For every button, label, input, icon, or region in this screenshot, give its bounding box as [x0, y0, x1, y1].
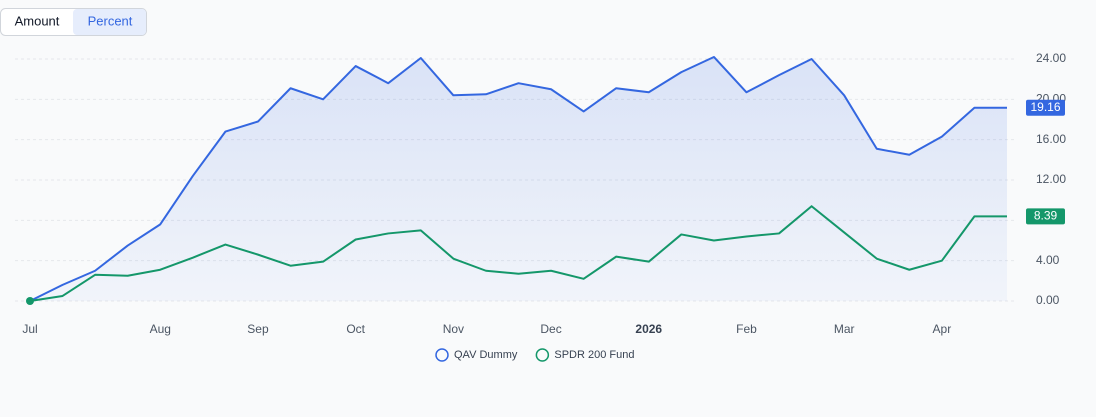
- start-point: [26, 297, 34, 305]
- y-tick-label: 0.00: [1036, 293, 1060, 307]
- legend-label: QAV Dummy: [454, 349, 518, 361]
- x-tick-label: Sep: [247, 322, 269, 336]
- y-tick-label: 4.00: [1036, 253, 1060, 267]
- x-tick-label: Nov: [443, 322, 464, 336]
- legend-label: SPDR 200 Fund: [554, 349, 634, 361]
- x-tick-label: Feb: [736, 322, 757, 336]
- x-tick-label: Aug: [150, 322, 171, 336]
- toggle-amount[interactable]: Amount: [15, 13, 60, 28]
- y-tick-label: 16.00: [1036, 132, 1066, 146]
- last-value-label: 19.16: [1030, 100, 1060, 114]
- toggle: Amount Percent: [0, 8, 147, 36]
- y-tick-label: 12.00: [1036, 172, 1066, 186]
- x-tick-label: Mar: [834, 322, 855, 336]
- legend-marker: [435, 348, 449, 362]
- series-line: [29, 205, 1007, 302]
- legend-marker: [535, 348, 550, 362]
- series-line: [29, 55, 1007, 302]
- y-tick-label: 24.00: [1036, 51, 1066, 65]
- x-tick-label: Dec: [540, 322, 561, 336]
- x-tick-label: 2026: [635, 322, 662, 336]
- x-tick-label: Apr: [933, 322, 952, 336]
- last-value-badge: [1026, 99, 1065, 116]
- toggle-percent[interactable]: Percent: [88, 13, 133, 28]
- x-tick-label: Jul: [22, 322, 37, 336]
- x-tick-label: Oct: [346, 322, 365, 336]
- toggle-selected-bg: [73, 9, 146, 35]
- last-value-label: 8.39: [1034, 209, 1058, 223]
- last-value-badge: [1026, 208, 1065, 225]
- area: [30, 56, 1007, 301]
